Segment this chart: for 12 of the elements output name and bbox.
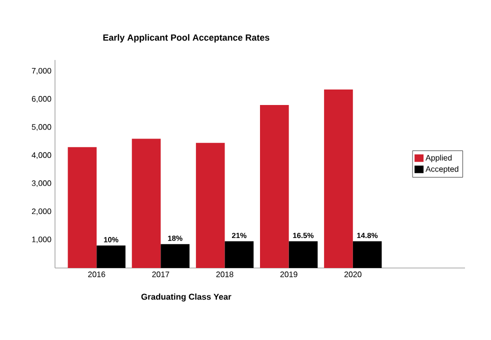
- chart-title: Early Applicant Pool Acceptance Rates: [103, 34, 270, 42]
- bar: [352, 241, 382, 268]
- bar: [288, 241, 318, 268]
- bar: [96, 246, 126, 268]
- bar: [68, 147, 97, 268]
- x-axis-title: Graduating Class Year: [141, 294, 232, 302]
- bar: [260, 104, 289, 268]
- bar: [224, 241, 254, 268]
- bar: [196, 142, 225, 268]
- bar: [132, 138, 161, 268]
- bar: [160, 244, 190, 268]
- bar: [324, 90, 353, 268]
